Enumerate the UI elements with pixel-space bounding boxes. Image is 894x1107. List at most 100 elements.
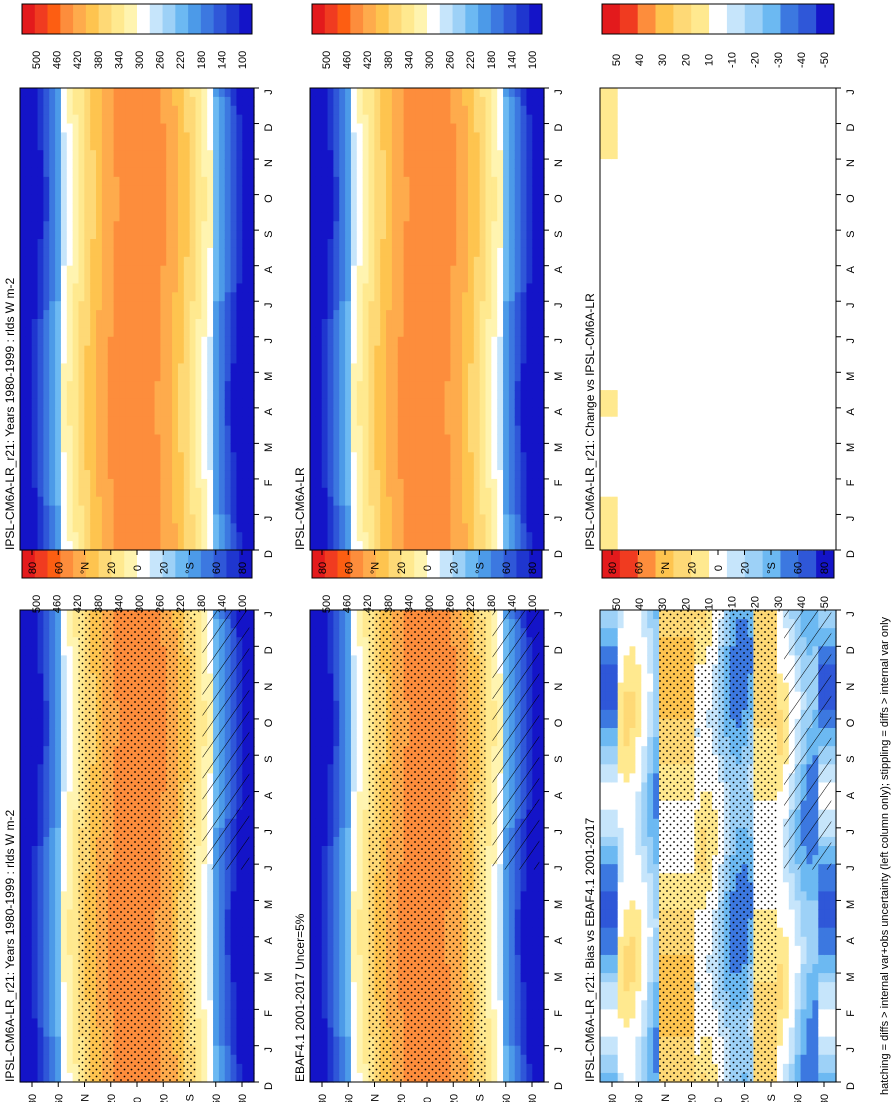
heat-cell xyxy=(345,719,351,729)
heat-cell xyxy=(363,855,369,865)
heat-cell xyxy=(339,964,345,974)
heat-cell xyxy=(43,910,49,920)
heat-cell xyxy=(333,982,339,992)
heat-cell xyxy=(486,828,492,838)
heat-cell xyxy=(624,910,631,920)
heat-cell xyxy=(618,864,625,874)
heat-cell xyxy=(345,1018,351,1028)
heat-cell xyxy=(624,801,631,811)
heat-cell xyxy=(486,737,492,747)
heat-cell xyxy=(213,991,219,1001)
heat-cell xyxy=(600,819,607,829)
heat-cell xyxy=(73,755,79,765)
heat-cell xyxy=(310,1064,316,1074)
heat-cell xyxy=(26,710,32,720)
heat-cell xyxy=(653,1018,660,1028)
heat-cell xyxy=(196,764,202,774)
heat-cell xyxy=(55,755,61,765)
heat-cell xyxy=(26,973,32,983)
month-tick-label: M xyxy=(553,972,565,981)
heat-cell xyxy=(624,819,631,829)
heat-cell xyxy=(43,637,49,647)
heat-cell xyxy=(486,810,492,820)
heat-cell xyxy=(486,873,492,883)
heat-cell xyxy=(339,855,345,865)
heat-cell xyxy=(351,846,357,856)
heat-cell xyxy=(49,1046,55,1056)
heat-cell xyxy=(73,855,79,865)
heat-cell xyxy=(624,1018,631,1028)
heat-cell xyxy=(201,1037,207,1047)
heat-cell xyxy=(363,646,369,656)
heat-cell xyxy=(201,1028,207,1038)
heat-cell xyxy=(606,746,613,756)
heat-cell xyxy=(618,728,625,738)
heat-cell xyxy=(630,746,637,756)
heat-cell xyxy=(73,655,79,665)
heat-cell xyxy=(213,1009,219,1019)
heat-cell xyxy=(67,637,73,647)
heat-cell xyxy=(630,991,637,1001)
heat-cell xyxy=(486,628,492,638)
heat-cell xyxy=(497,1000,503,1010)
heat-cell xyxy=(600,946,607,956)
heat-cell xyxy=(73,1073,79,1083)
heat-cell xyxy=(316,864,322,874)
heat-cell xyxy=(333,1028,339,1038)
hatch-overlay xyxy=(203,610,250,870)
heat-cell xyxy=(641,1046,648,1056)
heat-cell xyxy=(618,882,625,892)
heat-cell xyxy=(67,655,73,665)
heat-cell xyxy=(618,855,625,865)
heat-cell xyxy=(49,973,55,983)
heat-cell xyxy=(231,946,237,956)
heat-cell xyxy=(310,928,316,938)
heat-cell xyxy=(49,710,55,720)
heat-cell xyxy=(333,864,339,874)
heat-cell xyxy=(316,755,322,765)
heat-cell xyxy=(43,755,49,765)
heat-cell xyxy=(67,701,73,711)
heat-cell xyxy=(351,910,357,920)
heat-cell xyxy=(647,882,654,892)
heat-cell xyxy=(207,928,213,938)
heat-cell xyxy=(55,1064,61,1074)
heat-cell xyxy=(503,1000,509,1010)
heat-cell xyxy=(73,973,79,983)
heat-cell xyxy=(43,1000,49,1010)
heat-cell xyxy=(213,1018,219,1028)
heat-cell xyxy=(20,683,26,693)
heat-cell xyxy=(231,873,237,883)
heat-cell xyxy=(606,719,613,729)
heat-cell xyxy=(61,928,67,938)
heat-cell xyxy=(61,828,67,838)
heat-cell xyxy=(653,1028,660,1038)
heat-cell xyxy=(503,1018,509,1028)
heat-cell xyxy=(38,692,44,702)
heat-cell xyxy=(55,728,61,738)
heat-cell xyxy=(242,937,248,947)
heat-cell xyxy=(67,1009,73,1019)
heat-cell xyxy=(357,646,363,656)
heat-cell xyxy=(363,1037,369,1047)
heat-cell xyxy=(196,819,202,829)
heat-cell xyxy=(231,1018,237,1028)
heat-cell xyxy=(635,692,642,702)
heat-cell xyxy=(532,937,538,947)
heat-cell xyxy=(55,764,61,774)
colorbar-label: 300 xyxy=(424,595,436,613)
heat-cell xyxy=(322,900,328,910)
heat-cell xyxy=(345,710,351,720)
heat-cell xyxy=(653,810,660,820)
heat-cell xyxy=(310,692,316,702)
heat-cell xyxy=(647,964,654,974)
heat-cell xyxy=(73,746,79,756)
heat-cell xyxy=(497,1055,503,1065)
heat-cell xyxy=(497,1073,503,1083)
heat-cell xyxy=(61,837,67,847)
heat-cell xyxy=(225,873,231,883)
heat-cell xyxy=(641,937,648,947)
heat-cell xyxy=(219,891,225,901)
heat-cell xyxy=(32,1064,38,1074)
heat-cell xyxy=(236,900,242,910)
